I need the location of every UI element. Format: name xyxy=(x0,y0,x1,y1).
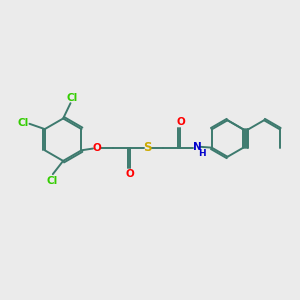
Text: Cl: Cl xyxy=(18,118,29,128)
Text: O: O xyxy=(176,117,185,127)
Text: O: O xyxy=(92,143,101,153)
Text: Cl: Cl xyxy=(46,176,58,186)
Text: O: O xyxy=(126,169,134,178)
Text: S: S xyxy=(143,141,152,154)
Text: N: N xyxy=(193,142,202,152)
Text: Cl: Cl xyxy=(66,93,78,103)
Text: H: H xyxy=(198,149,206,158)
